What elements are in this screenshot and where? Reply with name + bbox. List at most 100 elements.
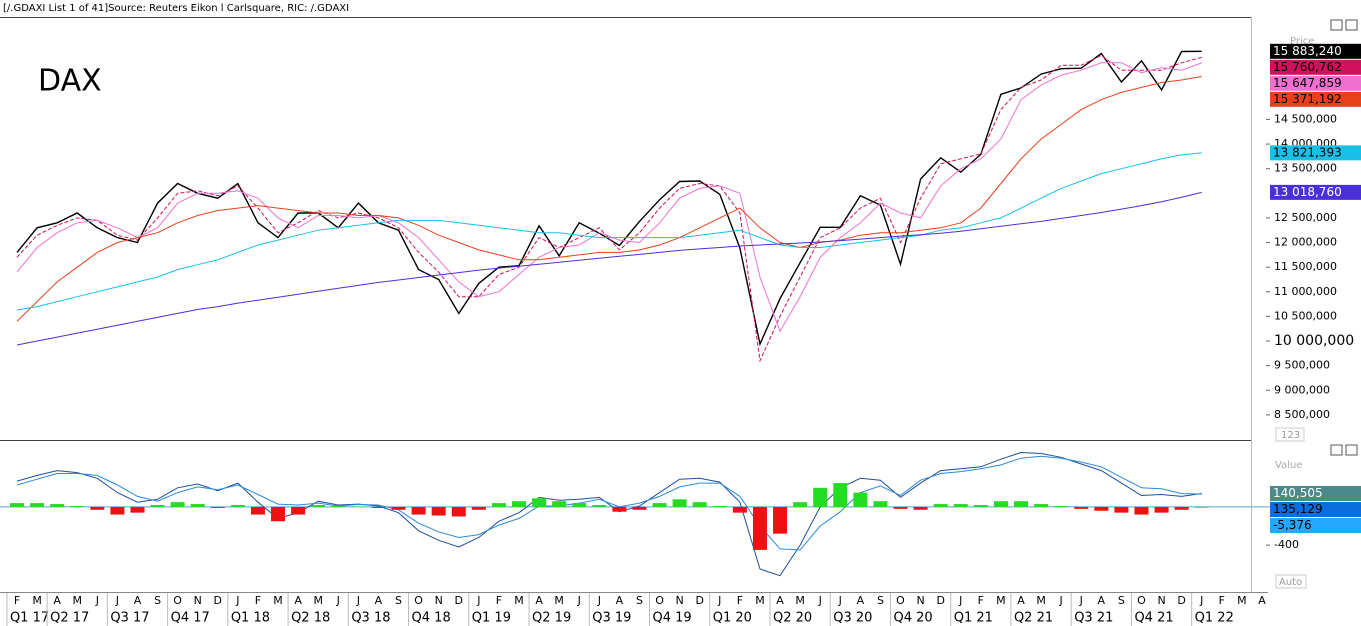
histogram-bar [30, 503, 45, 507]
quarter-label: Q1 19 [472, 611, 511, 626]
scale-label: 123 [1281, 430, 1300, 441]
value-label: 15 883,240 [1273, 44, 1342, 58]
histogram-bar [1014, 501, 1028, 507]
icon-close[interactable] [1345, 19, 1358, 31]
value-label-box [1270, 486, 1361, 502]
x-tick-label: F [1219, 594, 1225, 607]
histogram-bar [672, 499, 687, 507]
x-tick-label: J [717, 594, 721, 607]
quarter-label: Q3 19 [592, 611, 631, 626]
x-tick-label: M [273, 594, 283, 607]
x-tick-label: O [1137, 594, 1146, 607]
histogram-bar [552, 501, 567, 507]
quarter-label: Q4 21 [1134, 611, 1173, 626]
x-tick-label: J [336, 594, 340, 607]
x-tick-label: O [896, 594, 905, 607]
histogram-bar [110, 506, 125, 515]
x-tick-label: N [1157, 594, 1165, 607]
histogram-bar [913, 506, 928, 510]
histogram-bar [50, 504, 65, 507]
chart-title: DAX [38, 64, 102, 99]
value-label: 135,129 [1273, 502, 1323, 516]
y-tick-label: 8 500,000 [1274, 408, 1330, 421]
x-tick-label: D [1177, 594, 1185, 607]
value-label: 13 821,393 [1273, 145, 1342, 159]
histogram-bar [1134, 506, 1149, 515]
histogram-bar [150, 505, 165, 507]
histogram-bar [1114, 506, 1129, 513]
x-tick-label: S [395, 594, 402, 607]
y-tick-label: 12 500,000 [1274, 211, 1337, 224]
histogram-bar [873, 501, 888, 507]
x-tick-label: S [636, 594, 643, 607]
histogram-bar [371, 506, 386, 508]
histogram-bar [431, 506, 446, 516]
x-tick-label: M [554, 594, 564, 607]
x-tick-label: F [978, 594, 984, 607]
histogram-bar [331, 505, 346, 507]
quarter-label: Q2 18 [291, 611, 330, 626]
x-tick-label: F [737, 594, 743, 607]
x-tick-label: S [154, 594, 161, 607]
x-tick-label: A [294, 594, 302, 607]
scale-button[interactable] [1275, 427, 1305, 442]
value-label: 15 760,762 [1273, 60, 1342, 74]
histogram-bar [190, 504, 205, 507]
histogram-bar [993, 501, 1008, 507]
histogram-bar [1094, 506, 1109, 511]
quarter-label: Q4 19 [653, 611, 692, 626]
x-tick-label: D [214, 594, 222, 607]
x-tick-label: S [877, 594, 884, 607]
y-tick-label: 14 500,000 [1274, 112, 1337, 125]
x-tick-label: J [115, 594, 119, 607]
x-tick-label: M [514, 594, 524, 607]
histogram-bar [572, 503, 587, 507]
value-label: 140,505 [1273, 486, 1323, 500]
histogram-bar [833, 483, 848, 507]
x-tick-label: M [755, 594, 765, 607]
x-tick-label: J [235, 594, 239, 607]
header: [/.GDAXI List 1 of 41]Source: Reuters Ei… [3, 3, 349, 14]
x-tick-label: J [818, 594, 822, 607]
x-tick-label: A [1258, 594, 1266, 607]
quarter-label: Q2 21 [1014, 611, 1053, 626]
series-line [16, 76, 1202, 322]
histogram-bar [632, 506, 647, 510]
histogram-bar [10, 503, 24, 507]
x-tick-label: A [375, 594, 383, 607]
icon-close-2[interactable] [1345, 444, 1358, 456]
y-tick-label: 11 000,000 [1274, 285, 1337, 298]
auto-button[interactable] [1275, 574, 1307, 589]
icon-restore-2[interactable] [1330, 444, 1343, 456]
x-tick-label: A [134, 594, 142, 607]
value-label: 15 371,192 [1273, 92, 1342, 106]
histogram-bar [351, 506, 366, 507]
y-axis-label: Price [1290, 36, 1314, 47]
histogram-bar [130, 506, 145, 513]
x-tick-label: F [496, 594, 502, 607]
x-tick-label: N [194, 594, 202, 607]
histogram-bar [1154, 506, 1169, 513]
x-tick-label: A [1017, 594, 1025, 607]
histogram-bar [1054, 505, 1069, 507]
histogram-bar [953, 504, 968, 507]
value-label: -5,376 [1273, 518, 1312, 532]
histogram-bar [652, 503, 667, 507]
histogram-bar [752, 506, 767, 550]
quarter-label: Q1 21 [954, 611, 993, 626]
histogram-bar [271, 506, 286, 522]
quarter-label: Q2 20 [773, 611, 812, 626]
histogram-bar [170, 502, 185, 507]
x-tick-label: M [32, 594, 42, 607]
histogram-bar [893, 506, 908, 509]
x-tick-label: J [356, 594, 360, 607]
x-tick-label: A [53, 594, 61, 607]
histogram-bar [291, 506, 306, 515]
icon-restore[interactable] [1330, 19, 1343, 31]
value-label-box [1270, 518, 1361, 534]
x-tick-label: F [255, 594, 261, 607]
histogram-bar [250, 506, 265, 515]
histogram-bar [311, 505, 326, 507]
x-tick-label: J [597, 594, 601, 607]
